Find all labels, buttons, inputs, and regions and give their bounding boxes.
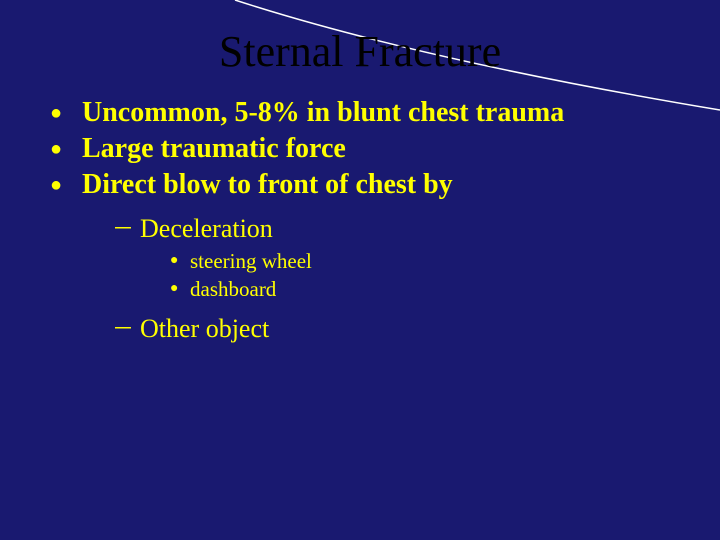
slide-body: ● Uncommon, 5-8% in blunt chest trauma ●… bbox=[48, 96, 688, 348]
bullet-icon: ● bbox=[48, 132, 82, 166]
bullet-l2: － Other object bbox=[112, 314, 688, 344]
bullet-icon: ● bbox=[168, 276, 190, 302]
bullet-icon: ● bbox=[48, 168, 82, 202]
bullet-text: Large traumatic force bbox=[82, 132, 346, 166]
dash-icon: － bbox=[112, 314, 140, 344]
bullet-text: steering wheel bbox=[190, 248, 312, 274]
bullet-l1: ● Large traumatic force bbox=[48, 132, 688, 166]
bullet-text: Deceleration bbox=[140, 214, 273, 244]
slide-title: Sternal Fracture bbox=[0, 26, 720, 77]
dash-icon: － bbox=[112, 214, 140, 244]
bullet-l1: ● Direct blow to front of chest by bbox=[48, 168, 688, 202]
bullet-text: dashboard bbox=[190, 276, 276, 302]
bullet-l3: ● steering wheel bbox=[168, 248, 688, 274]
bullet-l2: － Deceleration bbox=[112, 214, 688, 244]
bullet-l1: ● Uncommon, 5-8% in blunt chest trauma bbox=[48, 96, 688, 130]
bullet-icon: ● bbox=[48, 96, 82, 130]
bullet-text: Other object bbox=[140, 314, 269, 344]
bullet-text: Direct blow to front of chest by bbox=[82, 168, 453, 202]
bullet-l3: ● dashboard bbox=[168, 276, 688, 302]
bullet-icon: ● bbox=[168, 248, 190, 274]
bullet-text: Uncommon, 5-8% in blunt chest trauma bbox=[82, 96, 564, 130]
